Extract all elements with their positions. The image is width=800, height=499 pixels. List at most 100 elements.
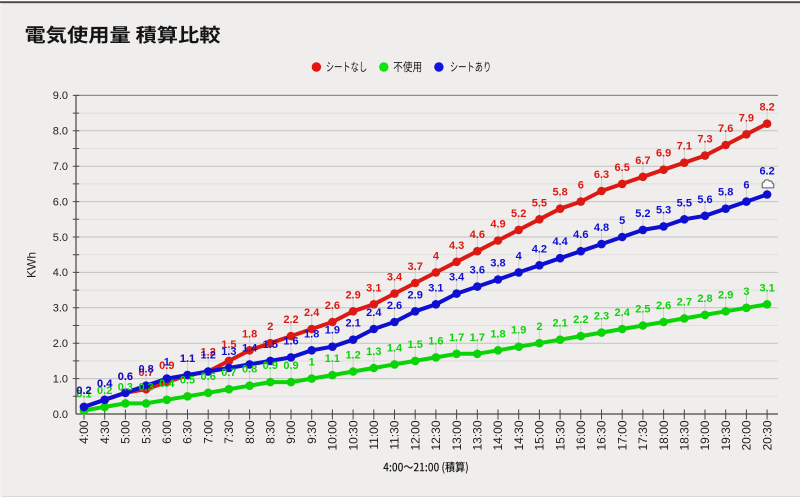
svg-text:4.6: 4.6: [470, 229, 485, 241]
svg-text:0.2: 0.2: [97, 385, 112, 397]
svg-text:1.1: 1.1: [325, 353, 340, 365]
svg-text:6: 6: [743, 180, 749, 192]
svg-text:4.2: 4.2: [532, 243, 547, 255]
svg-text:16:30: 16:30: [595, 420, 609, 450]
svg-text:1.5: 1.5: [263, 339, 278, 351]
svg-text:1.9: 1.9: [511, 325, 526, 337]
svg-text:2.9: 2.9: [718, 289, 733, 301]
svg-text:1.8: 1.8: [304, 328, 319, 340]
svg-text:18:30: 18:30: [678, 420, 692, 450]
svg-text:9:30: 9:30: [305, 420, 319, 444]
svg-text:1.5: 1.5: [221, 339, 236, 351]
svg-text:20:30: 20:30: [760, 420, 774, 450]
svg-text:1.5: 1.5: [408, 339, 423, 351]
svg-text:5.8: 5.8: [718, 187, 733, 199]
svg-text:6.7: 6.7: [635, 155, 650, 167]
svg-text:16:00: 16:00: [574, 420, 588, 450]
svg-text:1.9: 1.9: [325, 325, 340, 337]
svg-text:2.9: 2.9: [408, 289, 423, 301]
svg-text:3.8: 3.8: [490, 258, 505, 270]
svg-text:8:30: 8:30: [264, 420, 278, 444]
svg-text:4.8: 4.8: [594, 222, 609, 234]
svg-text:1.2: 1.2: [201, 350, 216, 362]
svg-text:5.2: 5.2: [635, 208, 650, 220]
svg-text:13:30: 13:30: [471, 420, 485, 450]
svg-text:4.9: 4.9: [490, 219, 505, 231]
svg-text:5.5: 5.5: [532, 197, 547, 209]
svg-text:2.1: 2.1: [552, 318, 567, 330]
svg-text:0.4: 0.4: [97, 378, 113, 390]
svg-text:0.9: 0.9: [263, 360, 278, 372]
svg-text:1.2: 1.2: [201, 347, 216, 359]
svg-text:2.6: 2.6: [656, 300, 671, 312]
svg-text:3.1: 3.1: [428, 282, 443, 294]
svg-text:6:00: 6:00: [160, 420, 174, 444]
svg-text:8:00: 8:00: [243, 420, 257, 444]
svg-text:19:30: 19:30: [719, 420, 733, 450]
svg-text:12:30: 12:30: [429, 420, 443, 450]
svg-text:6: 6: [578, 180, 584, 192]
svg-text:19:00: 19:00: [698, 420, 712, 450]
svg-text:4.4: 4.4: [552, 236, 568, 248]
svg-text:4.3: 4.3: [449, 240, 464, 252]
svg-text:15:00: 15:00: [533, 420, 547, 450]
svg-text:7.6: 7.6: [718, 123, 733, 135]
svg-text:5.8: 5.8: [552, 187, 567, 199]
svg-text:3.0: 3.0: [53, 303, 68, 315]
svg-text:7.1: 7.1: [677, 141, 692, 153]
svg-text:5:30: 5:30: [139, 420, 153, 444]
svg-text:0.6: 0.6: [118, 371, 133, 383]
svg-text:0.8: 0.8: [138, 364, 153, 376]
svg-text:2: 2: [267, 321, 273, 333]
svg-text:6:30: 6:30: [181, 420, 195, 444]
svg-text:2.9: 2.9: [345, 289, 360, 301]
svg-text:1.3: 1.3: [366, 346, 381, 358]
svg-text:2.5: 2.5: [635, 304, 650, 316]
svg-text:13:00: 13:00: [450, 420, 464, 450]
svg-text:7:30: 7:30: [222, 420, 236, 444]
svg-text:0.4: 0.4: [97, 378, 113, 390]
svg-text:1.7: 1.7: [449, 332, 464, 344]
svg-text:0.2: 0.2: [76, 385, 91, 397]
svg-text:5.2: 5.2: [511, 208, 526, 220]
svg-text:1.1: 1.1: [180, 353, 195, 365]
svg-text:6.3: 6.3: [594, 169, 609, 181]
svg-text:7.0: 7.0: [53, 161, 68, 173]
svg-text:8.0: 8.0: [53, 126, 68, 138]
svg-text:17:00: 17:00: [615, 420, 629, 450]
svg-text:5.0: 5.0: [53, 232, 68, 244]
svg-text:4:00: 4:00: [77, 420, 91, 444]
svg-text:0.8: 0.8: [242, 364, 257, 376]
svg-text:2.4: 2.4: [366, 307, 382, 319]
svg-text:3.4: 3.4: [449, 272, 465, 284]
svg-text:0.6: 0.6: [118, 371, 133, 383]
svg-text:4.6: 4.6: [573, 229, 588, 241]
svg-text:12:00: 12:00: [408, 420, 422, 450]
svg-text:8.2: 8.2: [759, 102, 774, 114]
svg-text:11:30: 11:30: [388, 420, 402, 449]
svg-text:6.5: 6.5: [615, 162, 630, 174]
svg-text:2.4: 2.4: [304, 307, 320, 319]
svg-text:10:30: 10:30: [346, 420, 360, 450]
svg-text:5.5: 5.5: [677, 197, 692, 209]
svg-text:2.7: 2.7: [677, 296, 692, 308]
svg-text:0.0: 0.0: [53, 409, 68, 421]
svg-text:9.0: 9.0: [53, 90, 68, 102]
svg-text:1.6: 1.6: [283, 335, 298, 347]
svg-text:2.8: 2.8: [697, 293, 712, 305]
svg-text:0.3: 0.3: [118, 381, 133, 393]
svg-text:2.6: 2.6: [387, 300, 402, 312]
svg-text:9:00: 9:00: [284, 420, 298, 444]
svg-text:0.3: 0.3: [138, 381, 153, 393]
svg-text:14:30: 14:30: [512, 420, 526, 450]
svg-text:5: 5: [619, 215, 625, 227]
svg-text:1.1: 1.1: [180, 353, 195, 365]
svg-text:4.0: 4.0: [53, 267, 68, 279]
svg-text:3: 3: [743, 286, 749, 298]
svg-text:6.9: 6.9: [656, 148, 671, 160]
svg-text:1.3: 1.3: [221, 346, 236, 358]
svg-text:20:00: 20:00: [740, 420, 754, 450]
svg-text:5.6: 5.6: [697, 194, 712, 206]
svg-text:1.2: 1.2: [345, 350, 360, 362]
svg-text:0.9: 0.9: [283, 360, 298, 372]
